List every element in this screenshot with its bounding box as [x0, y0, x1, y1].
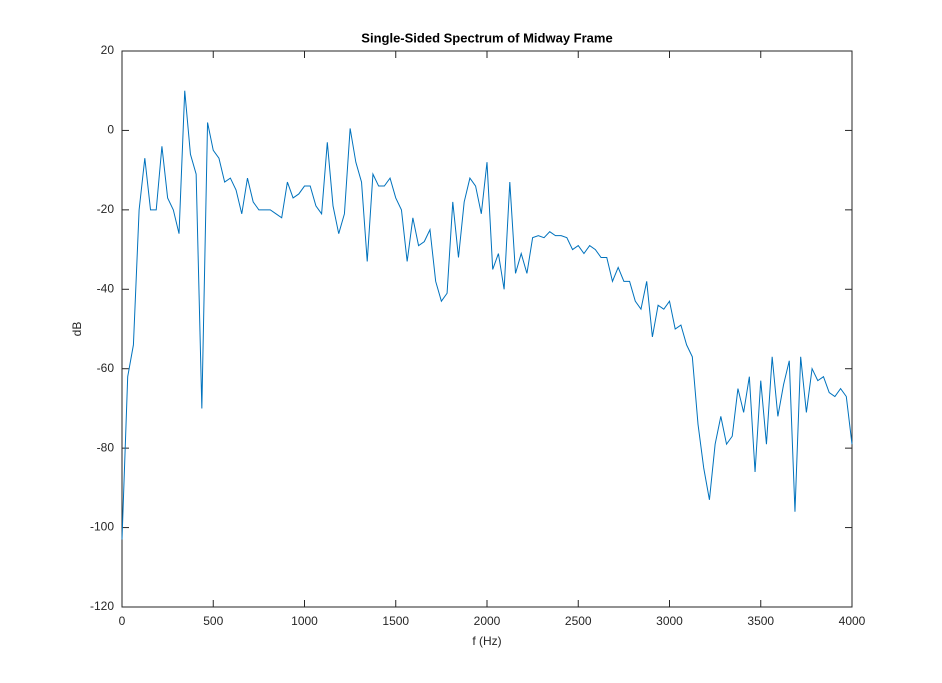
x-tick-label: 4000: [839, 614, 866, 628]
x-tick-label: 3000: [656, 614, 683, 628]
x-axis-label: f (Hz): [472, 634, 501, 648]
x-tick-label: 3500: [747, 614, 774, 628]
x-tick-label: 2500: [565, 614, 592, 628]
x-tick-label: 2000: [474, 614, 501, 628]
y-tick-label: -80: [97, 440, 115, 454]
y-tick-label: -120: [90, 599, 114, 613]
x-tick-label: 1500: [382, 614, 409, 628]
chart-title: Single-Sided Spectrum of Midway Frame: [361, 30, 612, 45]
y-tick-label: 20: [101, 43, 115, 57]
y-tick-label: -40: [97, 281, 115, 295]
y-tick-label: -60: [97, 361, 115, 375]
y-tick-label: 0: [107, 123, 114, 137]
y-tick-label: -100: [90, 520, 114, 534]
x-tick-label: 500: [203, 614, 223, 628]
spectrum-line: [121, 90, 853, 540]
x-tick-label: 1000: [291, 614, 318, 628]
y-axis-label: dB: [70, 322, 84, 337]
y-tick-label: -20: [97, 202, 115, 216]
x-tick-label: 0: [119, 614, 126, 628]
